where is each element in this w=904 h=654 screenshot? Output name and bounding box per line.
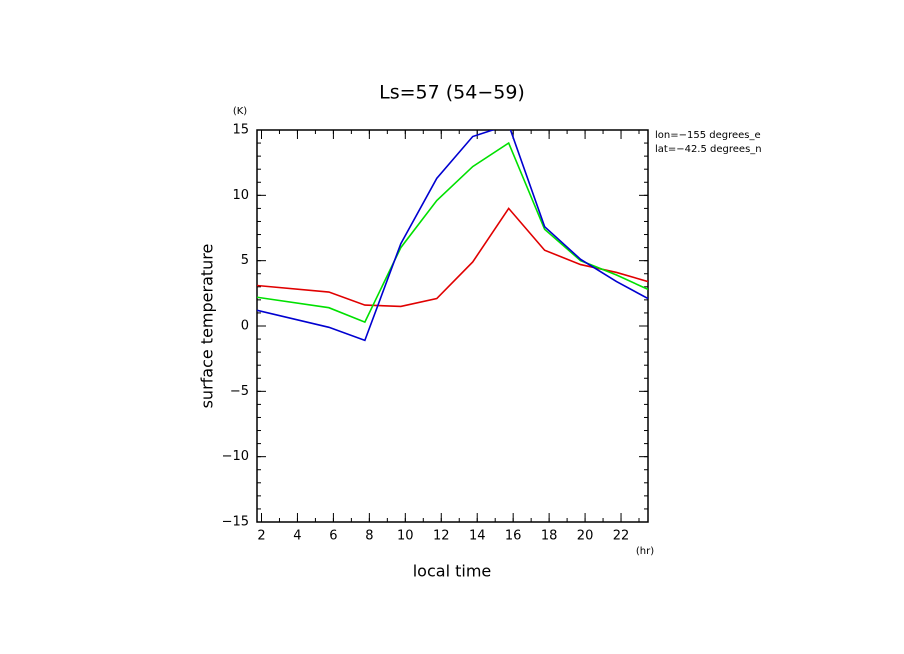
y-axis-label: surface temperature	[198, 244, 217, 409]
x-tick-label: 2	[257, 529, 265, 544]
y-tick-label: −15	[222, 515, 249, 530]
line-series	[257, 207, 648, 308]
x-tick-label: 10	[397, 529, 414, 544]
x-tick-label: 22	[613, 529, 630, 544]
y-tick-label: 15	[232, 123, 249, 138]
y-tick-label: −5	[230, 384, 249, 399]
line-series	[257, 141, 648, 324]
x-tick-label: 20	[577, 529, 594, 544]
x-tick-label: 16	[505, 529, 522, 544]
x-unit: (hr)	[636, 546, 654, 557]
y-tick-label: 5	[241, 253, 249, 268]
y-tick-label: 10	[232, 188, 249, 203]
y-unit: (K)	[233, 106, 247, 117]
x-tick-label: 4	[293, 529, 301, 544]
plot-area	[257, 130, 648, 342]
chart-title: Ls=57 (54−59)	[379, 82, 525, 104]
x-axis-label: local time	[413, 562, 492, 581]
line-series	[257, 130, 648, 342]
x-tick-label: 12	[433, 529, 450, 544]
annotation: lon=−155 degrees_e	[655, 130, 761, 141]
annotation: lat=−42.5 degrees_n	[655, 144, 762, 155]
x-tick-label: 6	[329, 529, 337, 544]
y-tick-label: 0	[241, 319, 249, 334]
y-tick-label: −10	[222, 449, 249, 464]
x-tick-label: 8	[365, 529, 373, 544]
x-tick-label: 14	[469, 529, 486, 544]
plot-frame	[256, 129, 649, 523]
x-tick-label: 18	[541, 529, 558, 544]
